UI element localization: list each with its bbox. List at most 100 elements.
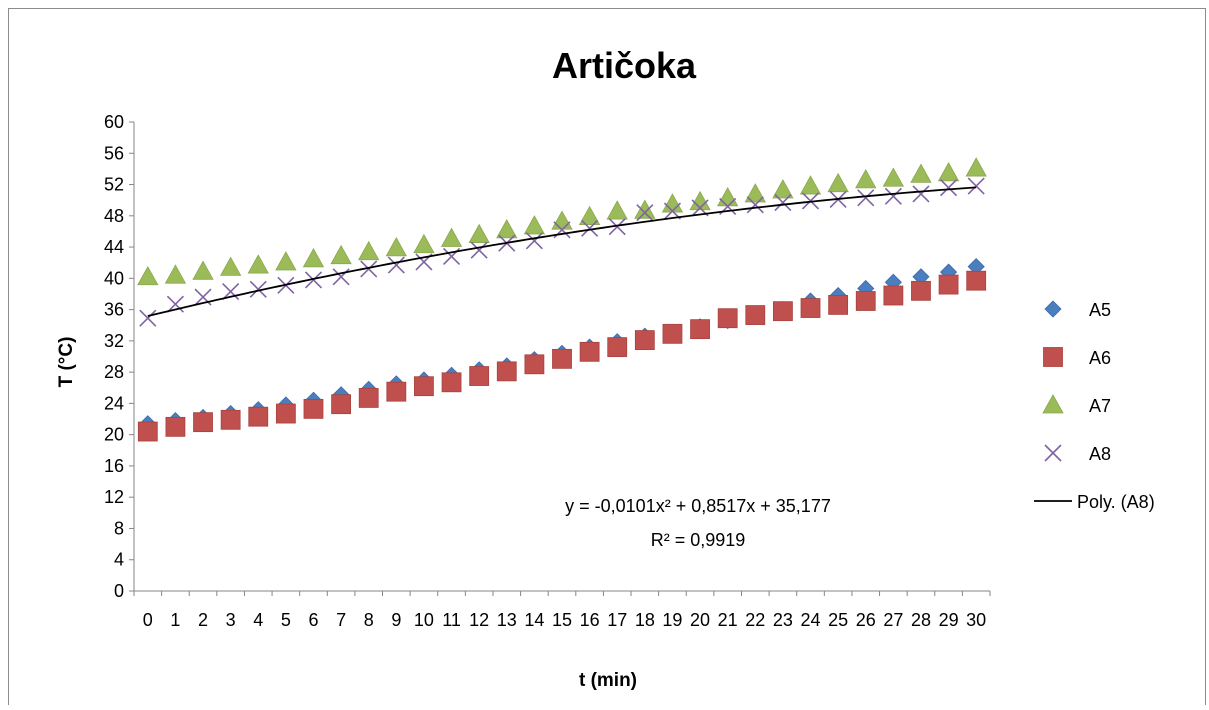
- data-point-a6: [607, 337, 628, 358]
- data-point-a7: [744, 183, 766, 203]
- legend-marker-a5: [1044, 300, 1062, 318]
- data-point-a7: [137, 265, 159, 286]
- x-tick-label: 24: [801, 610, 821, 630]
- y-tick-label: 56: [104, 143, 124, 163]
- trendline-poly-a8: [147, 186, 977, 317]
- data-point-a8: [139, 309, 157, 327]
- data-point-a7: [634, 199, 656, 219]
- chart-border: [8, 8, 1206, 709]
- legend-label-a5: A5: [1089, 300, 1111, 320]
- data-point-a7: [910, 163, 932, 183]
- x-tick-label: 8: [364, 610, 374, 630]
- data-point-a7: [385, 237, 408, 257]
- data-point-a7: [164, 264, 187, 284]
- x-tick-label: 22: [745, 610, 765, 630]
- data-point-a8: [940, 179, 958, 197]
- data-point-a6: [634, 330, 655, 350]
- data-point-a6: [137, 421, 158, 442]
- data-point-a8: [222, 283, 240, 301]
- data-point-a7: [606, 200, 628, 220]
- data-point-a8: [608, 218, 626, 236]
- x-tick-label: 17: [607, 610, 627, 630]
- data-point-a8: [387, 256, 405, 274]
- data-point-a8: [360, 260, 378, 278]
- data-point-a8: [884, 187, 902, 205]
- legend-label-poly-a8: Poly. (A8): [1077, 492, 1155, 512]
- data-point-a6: [883, 285, 904, 306]
- data-point-a6: [303, 398, 324, 419]
- data-point-a6: [248, 406, 269, 427]
- y-tick-label: 24: [104, 393, 124, 413]
- data-point-a8: [304, 271, 323, 289]
- y-axis-title: T (°C): [56, 337, 77, 388]
- x-tick-label: 28: [911, 610, 931, 630]
- y-tick-label: 40: [104, 268, 124, 288]
- x-tick-label: 6: [308, 610, 318, 630]
- data-point-a6: [220, 409, 241, 430]
- data-point-a6: [800, 298, 821, 318]
- data-point-a7: [882, 167, 905, 187]
- data-point-a6: [662, 323, 683, 344]
- x-tick-label: 11: [442, 610, 461, 630]
- y-tick-label: 16: [104, 456, 124, 476]
- y-tick-label: 12: [104, 487, 124, 507]
- chart-title: Artičoka: [552, 45, 697, 86]
- data-point-a6: [745, 305, 766, 325]
- data-point-a8: [636, 204, 654, 222]
- legend-marker-a8: [1044, 444, 1062, 462]
- data-point-a6: [911, 280, 931, 301]
- x-tick-label: 7: [336, 610, 346, 630]
- x-tick-label: 9: [391, 610, 401, 630]
- data-point-a7: [275, 251, 297, 271]
- data-point-a6: [855, 291, 876, 311]
- data-point-a7: [440, 227, 463, 247]
- x-tick-label: 3: [226, 610, 236, 630]
- x-tick-label: 20: [690, 610, 710, 630]
- data-point-a7: [523, 215, 546, 235]
- data-point-a6: [331, 394, 351, 415]
- series-a7: [137, 157, 987, 286]
- data-point-a7: [799, 175, 822, 195]
- trendline-equation: y = -0,0101x² + 0,8517x + 35,177: [565, 496, 831, 516]
- data-point-a7: [219, 256, 242, 276]
- x-tick-label: 12: [469, 610, 489, 630]
- series-a6: [137, 270, 987, 442]
- x-tick-label: 1: [170, 610, 180, 630]
- data-point-a7: [330, 244, 352, 265]
- data-point-a7: [689, 190, 711, 211]
- data-point-a7: [413, 233, 435, 254]
- x-tick-label: 30: [966, 610, 986, 630]
- x-tick-label: 0: [143, 610, 153, 630]
- y-tick-label: 32: [104, 331, 124, 351]
- legend-label-a6: A6: [1089, 348, 1111, 368]
- data-point-a8: [857, 189, 875, 207]
- data-point-a7: [937, 161, 960, 182]
- data-point-a7: [827, 172, 849, 193]
- data-point-a6: [275, 403, 296, 424]
- data-point-a7: [247, 254, 269, 274]
- data-point-a7: [965, 157, 987, 177]
- x-tick-label: 15: [552, 610, 572, 630]
- data-point-a6: [579, 341, 600, 362]
- data-point-a6: [469, 366, 490, 386]
- data-point-a6: [690, 319, 710, 340]
- x-tick-label: 10: [414, 610, 434, 630]
- x-tick-label: 19: [662, 610, 682, 630]
- x-tick-label: 2: [198, 610, 208, 630]
- y-tick-label: 20: [104, 425, 124, 445]
- data-point-a6: [441, 372, 462, 393]
- x-tick-label: 26: [856, 610, 876, 630]
- data-point-a6: [414, 376, 434, 397]
- data-point-a8: [470, 241, 488, 259]
- x-tick-label: 13: [497, 610, 517, 630]
- legend-label-a8: A8: [1089, 444, 1111, 464]
- data-point-a7: [468, 223, 490, 243]
- data-point-a7: [496, 219, 518, 239]
- data-point-a8: [746, 196, 764, 214]
- data-point-a6: [938, 274, 959, 295]
- x-tick-label: 16: [580, 610, 600, 630]
- data-point-a7: [855, 169, 877, 189]
